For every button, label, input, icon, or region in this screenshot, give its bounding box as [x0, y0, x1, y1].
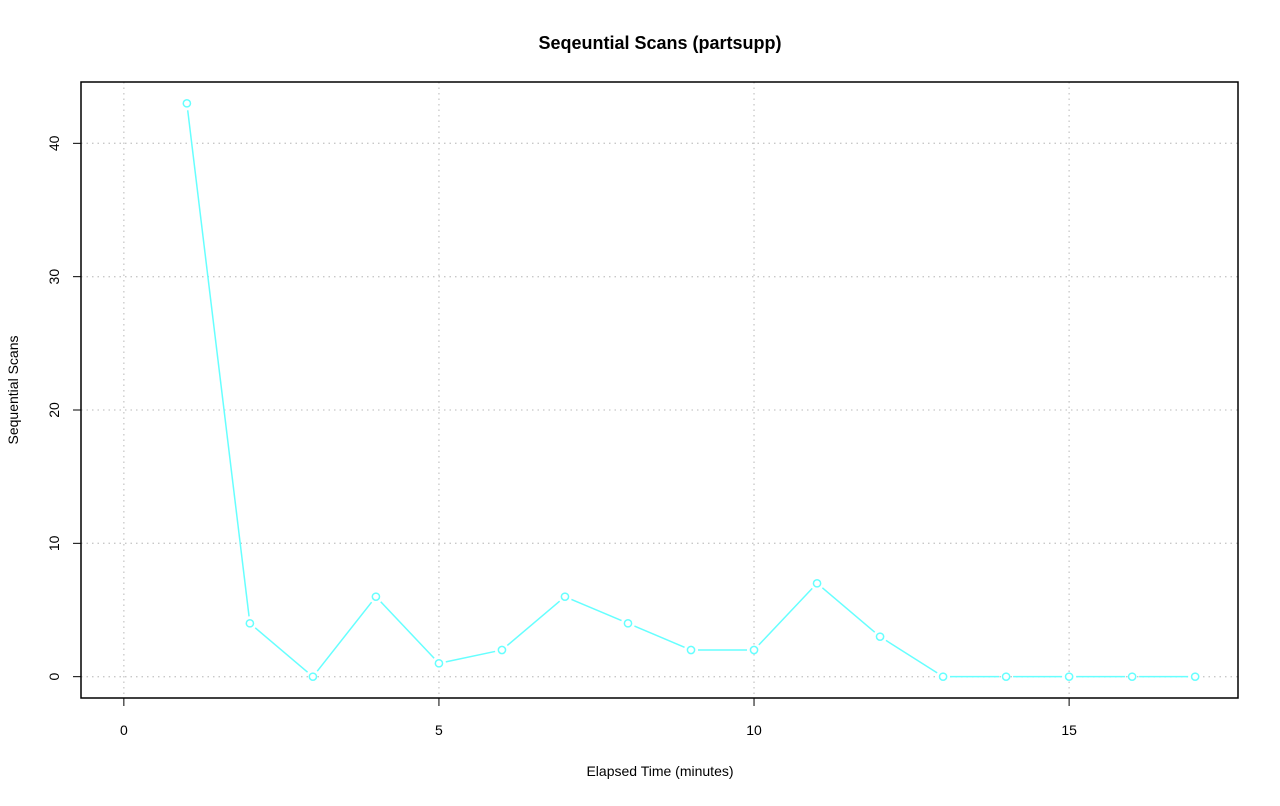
data-point — [686, 645, 696, 655]
series-line-segment — [885, 639, 938, 674]
x-tick-label: 0 — [120, 722, 128, 738]
x-axis-label: Elapsed Time (minutes) — [586, 763, 733, 779]
grid-layer — [81, 82, 1238, 698]
y-axis: 0 10 20 30 40 — [46, 135, 81, 681]
series-line-segment — [634, 625, 685, 648]
series-line-segment — [445, 650, 496, 663]
y-tick-label: 10 — [46, 535, 62, 551]
data-point — [1127, 672, 1137, 682]
series-line-segment — [380, 601, 435, 659]
series-line-segment — [821, 587, 876, 633]
data-point — [497, 645, 507, 655]
y-tick-label: 30 — [46, 269, 62, 285]
data-point — [875, 632, 885, 642]
data-point — [308, 672, 318, 682]
x-axis: 0 5 10 15 — [120, 698, 1077, 738]
data-point — [938, 672, 948, 682]
series-line-segment — [186, 110, 250, 617]
y-tick-label: 20 — [46, 402, 62, 418]
data-point — [1001, 672, 1011, 682]
series-line-segment — [571, 598, 622, 622]
series-layer — [182, 98, 1200, 682]
data-point — [749, 645, 759, 655]
x-tick-label: 15 — [1061, 722, 1077, 738]
series-line-segment — [758, 587, 813, 646]
data-point — [623, 618, 633, 628]
y-tick-label: 40 — [46, 135, 62, 151]
plot-frame — [80, 81, 1239, 699]
y-axis-label: Sequential Scans — [5, 336, 21, 445]
data-point — [245, 618, 255, 628]
x-tick-label: 5 — [435, 722, 443, 738]
chart-title: Seqeuntial Scans (partsupp) — [538, 33, 781, 53]
series-line-segment — [506, 600, 561, 647]
data-point — [1190, 672, 1200, 682]
data-point — [434, 658, 444, 668]
y-tick-label: 0 — [46, 673, 62, 681]
data-point — [182, 98, 192, 108]
data-point — [1064, 672, 1074, 682]
data-point — [371, 592, 381, 602]
series-line-segment — [254, 627, 309, 673]
data-point — [812, 578, 822, 588]
data-point — [560, 592, 570, 602]
x-tick-label: 10 — [746, 722, 762, 738]
series-line-segment — [316, 601, 373, 672]
